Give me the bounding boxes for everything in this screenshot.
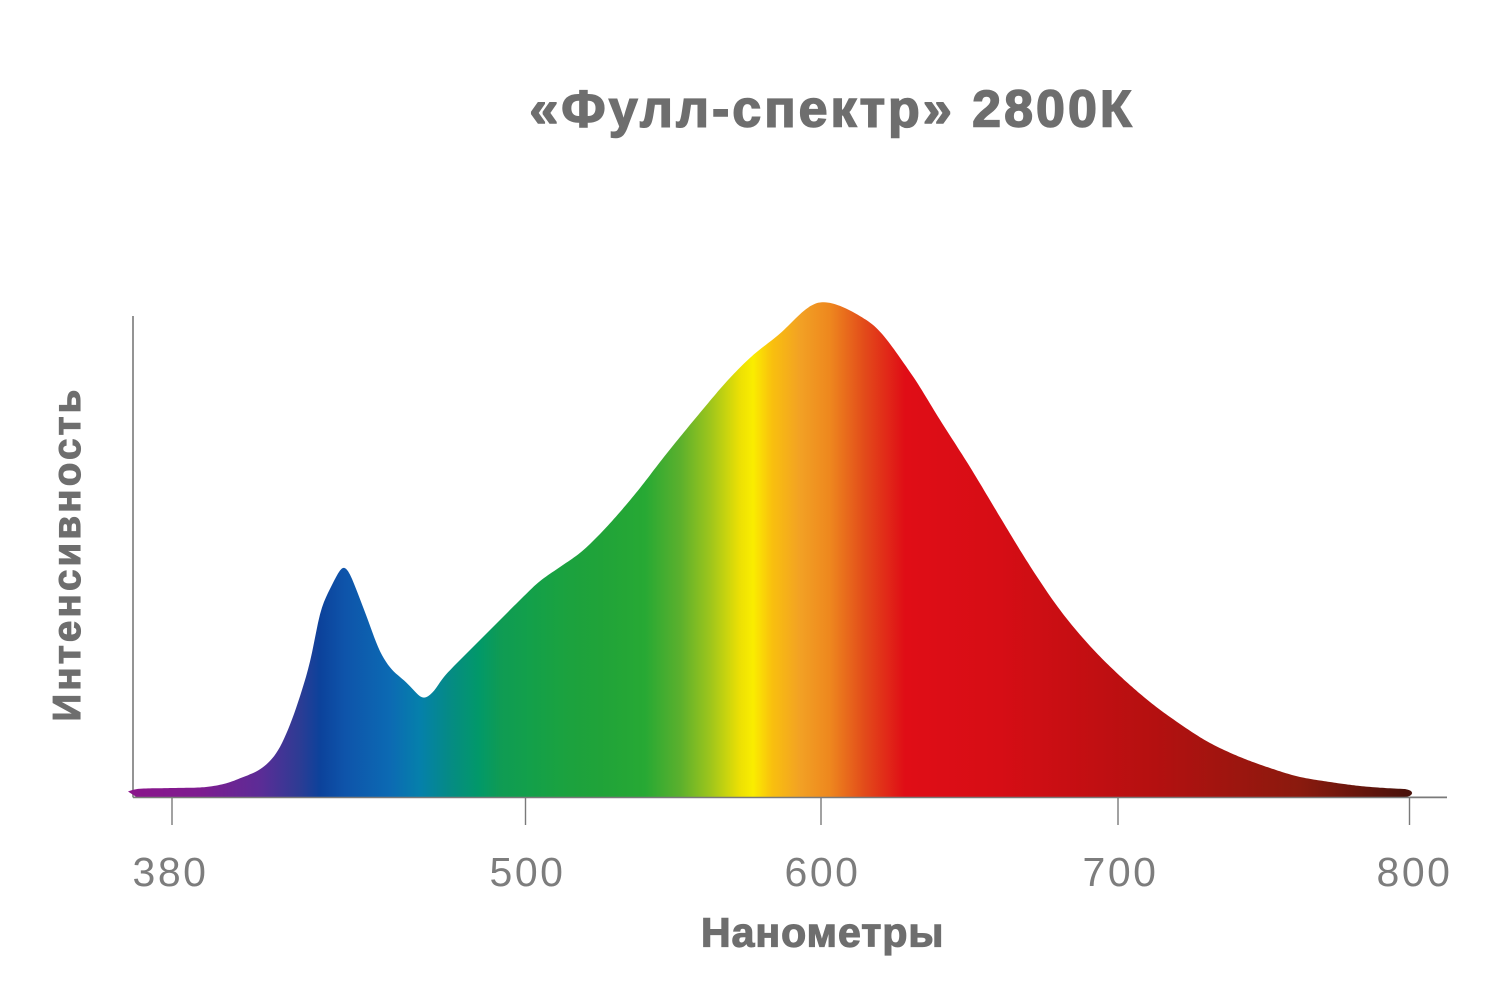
svg-text:«Фулл-спектр» 2800К: «Фулл-спектр» 2800К — [529, 81, 1134, 139]
svg-text:800: 800 — [1377, 849, 1453, 895]
svg-text:Нанометры: Нанометры — [701, 909, 944, 955]
svg-text:600: 600 — [785, 849, 861, 895]
svg-text:Интенсивность: Интенсивность — [46, 387, 89, 722]
svg-text:500: 500 — [490, 849, 566, 895]
svg-text:700: 700 — [1083, 849, 1159, 895]
svg-text:380: 380 — [133, 849, 209, 895]
